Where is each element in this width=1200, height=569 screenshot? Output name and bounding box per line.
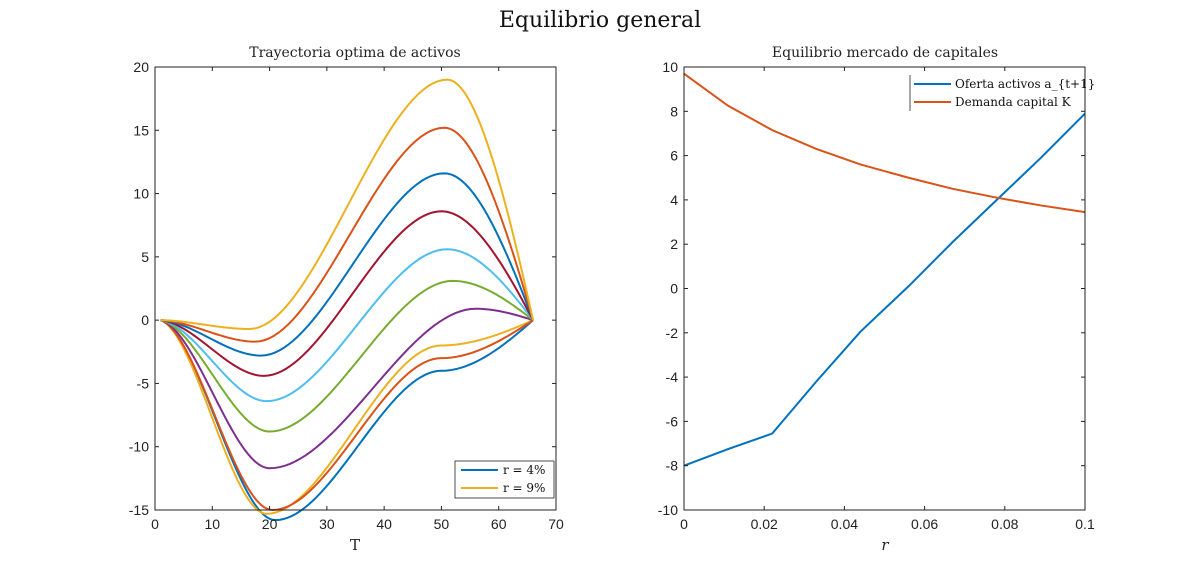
capital-market-ytick-label-10: 10 — [662, 59, 678, 75]
trajectory-xlabel: T — [350, 536, 360, 554]
capital-market-plot-title: Equilibrio mercado de capitales — [772, 45, 998, 61]
trajectory-plot: Trayectoria optima de activos 0 10 20 30 40 5… — [129, 45, 564, 554]
capital-market-legend: Oferta activos a_{t+1} Demanda capital K — [909, 75, 1095, 111]
capital-market-xtick-label-5: 0.1 — [1075, 516, 1095, 532]
trajectory-xtick-label-4: 40 — [376, 516, 392, 532]
trajectory-ytick-label-2: -5 — [137, 375, 150, 391]
trajectory-curves — [160, 78, 535, 522]
capital-market-xtick-label-0: 0 — [680, 516, 688, 532]
demand-series-line — [683, 72, 1086, 214]
capital-market-ytick-label-3: -4 — [666, 369, 679, 385]
trajectory-ytick-label-6: 15 — [133, 122, 149, 138]
trajectory-curve-3 — [160, 319, 534, 512]
trajectory-ytick-label-3: 0 — [141, 312, 149, 328]
trajectory-xtick-label-1: 10 — [204, 516, 220, 532]
trajectory-plot-axes — [154, 66, 557, 511]
trajectory-curve-5 — [160, 279, 534, 433]
trajectory-xtick-label-6: 60 — [491, 516, 507, 532]
capital-market-ytick-label-4: -2 — [666, 325, 679, 341]
trajectory-curve-4 — [160, 307, 534, 470]
trajectory-legend-box — [454, 460, 555, 499]
capital-market-ytick-label-8: 6 — [670, 148, 678, 164]
capital-market-xtick-label-4: 0.08 — [991, 516, 1018, 532]
trajectory-curve-9 — [160, 126, 535, 343]
trajectory-ytick-label-0: -15 — [129, 502, 149, 518]
trajectory-curve-6 — [160, 248, 534, 403]
trajectory-plot-title: Trayectoria optima de activos — [249, 45, 461, 61]
capital-market-ytick-label-5: 0 — [670, 281, 678, 297]
supply-series-line — [683, 112, 1086, 467]
capital-market-xtick-label-2: 0.04 — [831, 516, 858, 532]
trajectory-xtick-label-2: 20 — [262, 516, 278, 532]
capital-market-ytick-label-6: 2 — [670, 236, 678, 252]
trajectory-curve-10 — [160, 78, 535, 331]
trajectory-xtick-label-5: 50 — [434, 516, 450, 532]
trajectory-curve-2 — [160, 319, 534, 515]
trajectory-xtick-label-0: 0 — [151, 516, 159, 532]
trajectory-curve-8 — [160, 172, 535, 357]
trajectory-ticks: 0 10 20 30 40 50 60 70 -15 -10 -5 0 5 10 15 20 — [129, 59, 564, 532]
trajectory-ytick-label-1: -10 — [129, 439, 149, 455]
trajectory-xtick-label-3: 30 — [319, 516, 335, 532]
capital-market-xtick-label-1: 0.02 — [751, 516, 778, 532]
capital-market-ytick-label-9: 8 — [670, 103, 678, 119]
trajectory-curve-7 — [160, 210, 534, 377]
capital-market-legend-label-1: Oferta activos a_{t+1} — [955, 77, 1095, 91]
trajectory-legend-label-2: r = 9% — [503, 481, 545, 495]
trajectory-ytick-label-7: 20 — [133, 59, 149, 75]
capital-market-ticks: 0 0.02 0.04 0.06 0.08 0.1 -10 -8 -6 -4 -2 0 2 4 6 8 10 — [658, 59, 1095, 532]
capital-market-plot: Equilibrio mercado de capitales 0 0.02 0.0… — [658, 45, 1096, 554]
capital-market-ytick-label-7: 4 — [670, 192, 678, 208]
trajectory-xtick-label-7: 70 — [548, 516, 564, 532]
trajectory-ytick-label-5: 10 — [133, 186, 149, 202]
trajectory-legend-label-1: r = 4% — [503, 463, 545, 477]
capital-market-xtick-label-3: 0.06 — [911, 516, 938, 532]
figure-title: Equilibrio general — [499, 8, 701, 33]
trajectory-ytick-label-4: 5 — [141, 249, 149, 265]
capital-market-curves — [683, 72, 1086, 467]
capital-market-ytick-label-0: -10 — [658, 502, 678, 518]
capital-market-legend-label-2: Demanda capital K — [955, 95, 1072, 109]
capital-market-ytick-label-1: -8 — [666, 458, 679, 474]
capital-market-xlabel: r — [881, 536, 889, 554]
trajectory-legend: r = 4% r = 9% — [454, 460, 555, 499]
capital-market-ytick-label-2: -6 — [666, 413, 679, 429]
